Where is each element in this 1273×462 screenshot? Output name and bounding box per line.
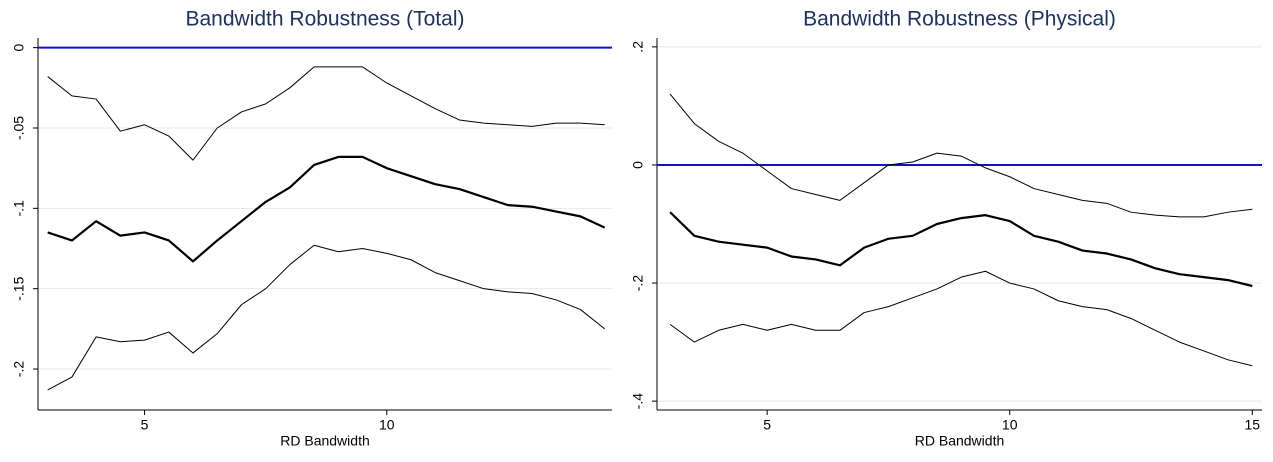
y-tick-label: -.4 xyxy=(630,393,646,410)
y-tick-label: -.15 xyxy=(11,276,27,300)
y-tick-label: -.1 xyxy=(11,200,27,217)
x-tick-label: 10 xyxy=(379,417,395,433)
x-axis-label: RD Bandwidth xyxy=(915,433,1005,449)
y-tick-label: -.05 xyxy=(11,116,27,140)
y-tick-label: .2 xyxy=(630,41,646,53)
x-tick-label: 5 xyxy=(141,417,149,433)
series-line xyxy=(47,155,606,263)
y-tick-label: 0 xyxy=(11,44,27,52)
series-line xyxy=(669,270,1253,367)
x-tick-label: 5 xyxy=(763,417,771,433)
x-axis-label: RD Bandwidth xyxy=(280,433,370,449)
chart-title: Bandwidth Robustness (Physical) xyxy=(803,8,1116,31)
y-tick-label: 0 xyxy=(630,161,646,169)
series-line xyxy=(47,244,606,391)
y-tick-label: -.2 xyxy=(11,361,27,378)
x-tick-label: 10 xyxy=(1002,417,1018,433)
series-line xyxy=(47,66,605,161)
series-line xyxy=(669,93,1253,218)
x-tick-label: 15 xyxy=(1245,417,1261,433)
series-line xyxy=(669,211,1253,288)
chart-title: Bandwidth Robustness (Total) xyxy=(186,8,465,31)
y-tick-label: -.2 xyxy=(630,275,646,292)
